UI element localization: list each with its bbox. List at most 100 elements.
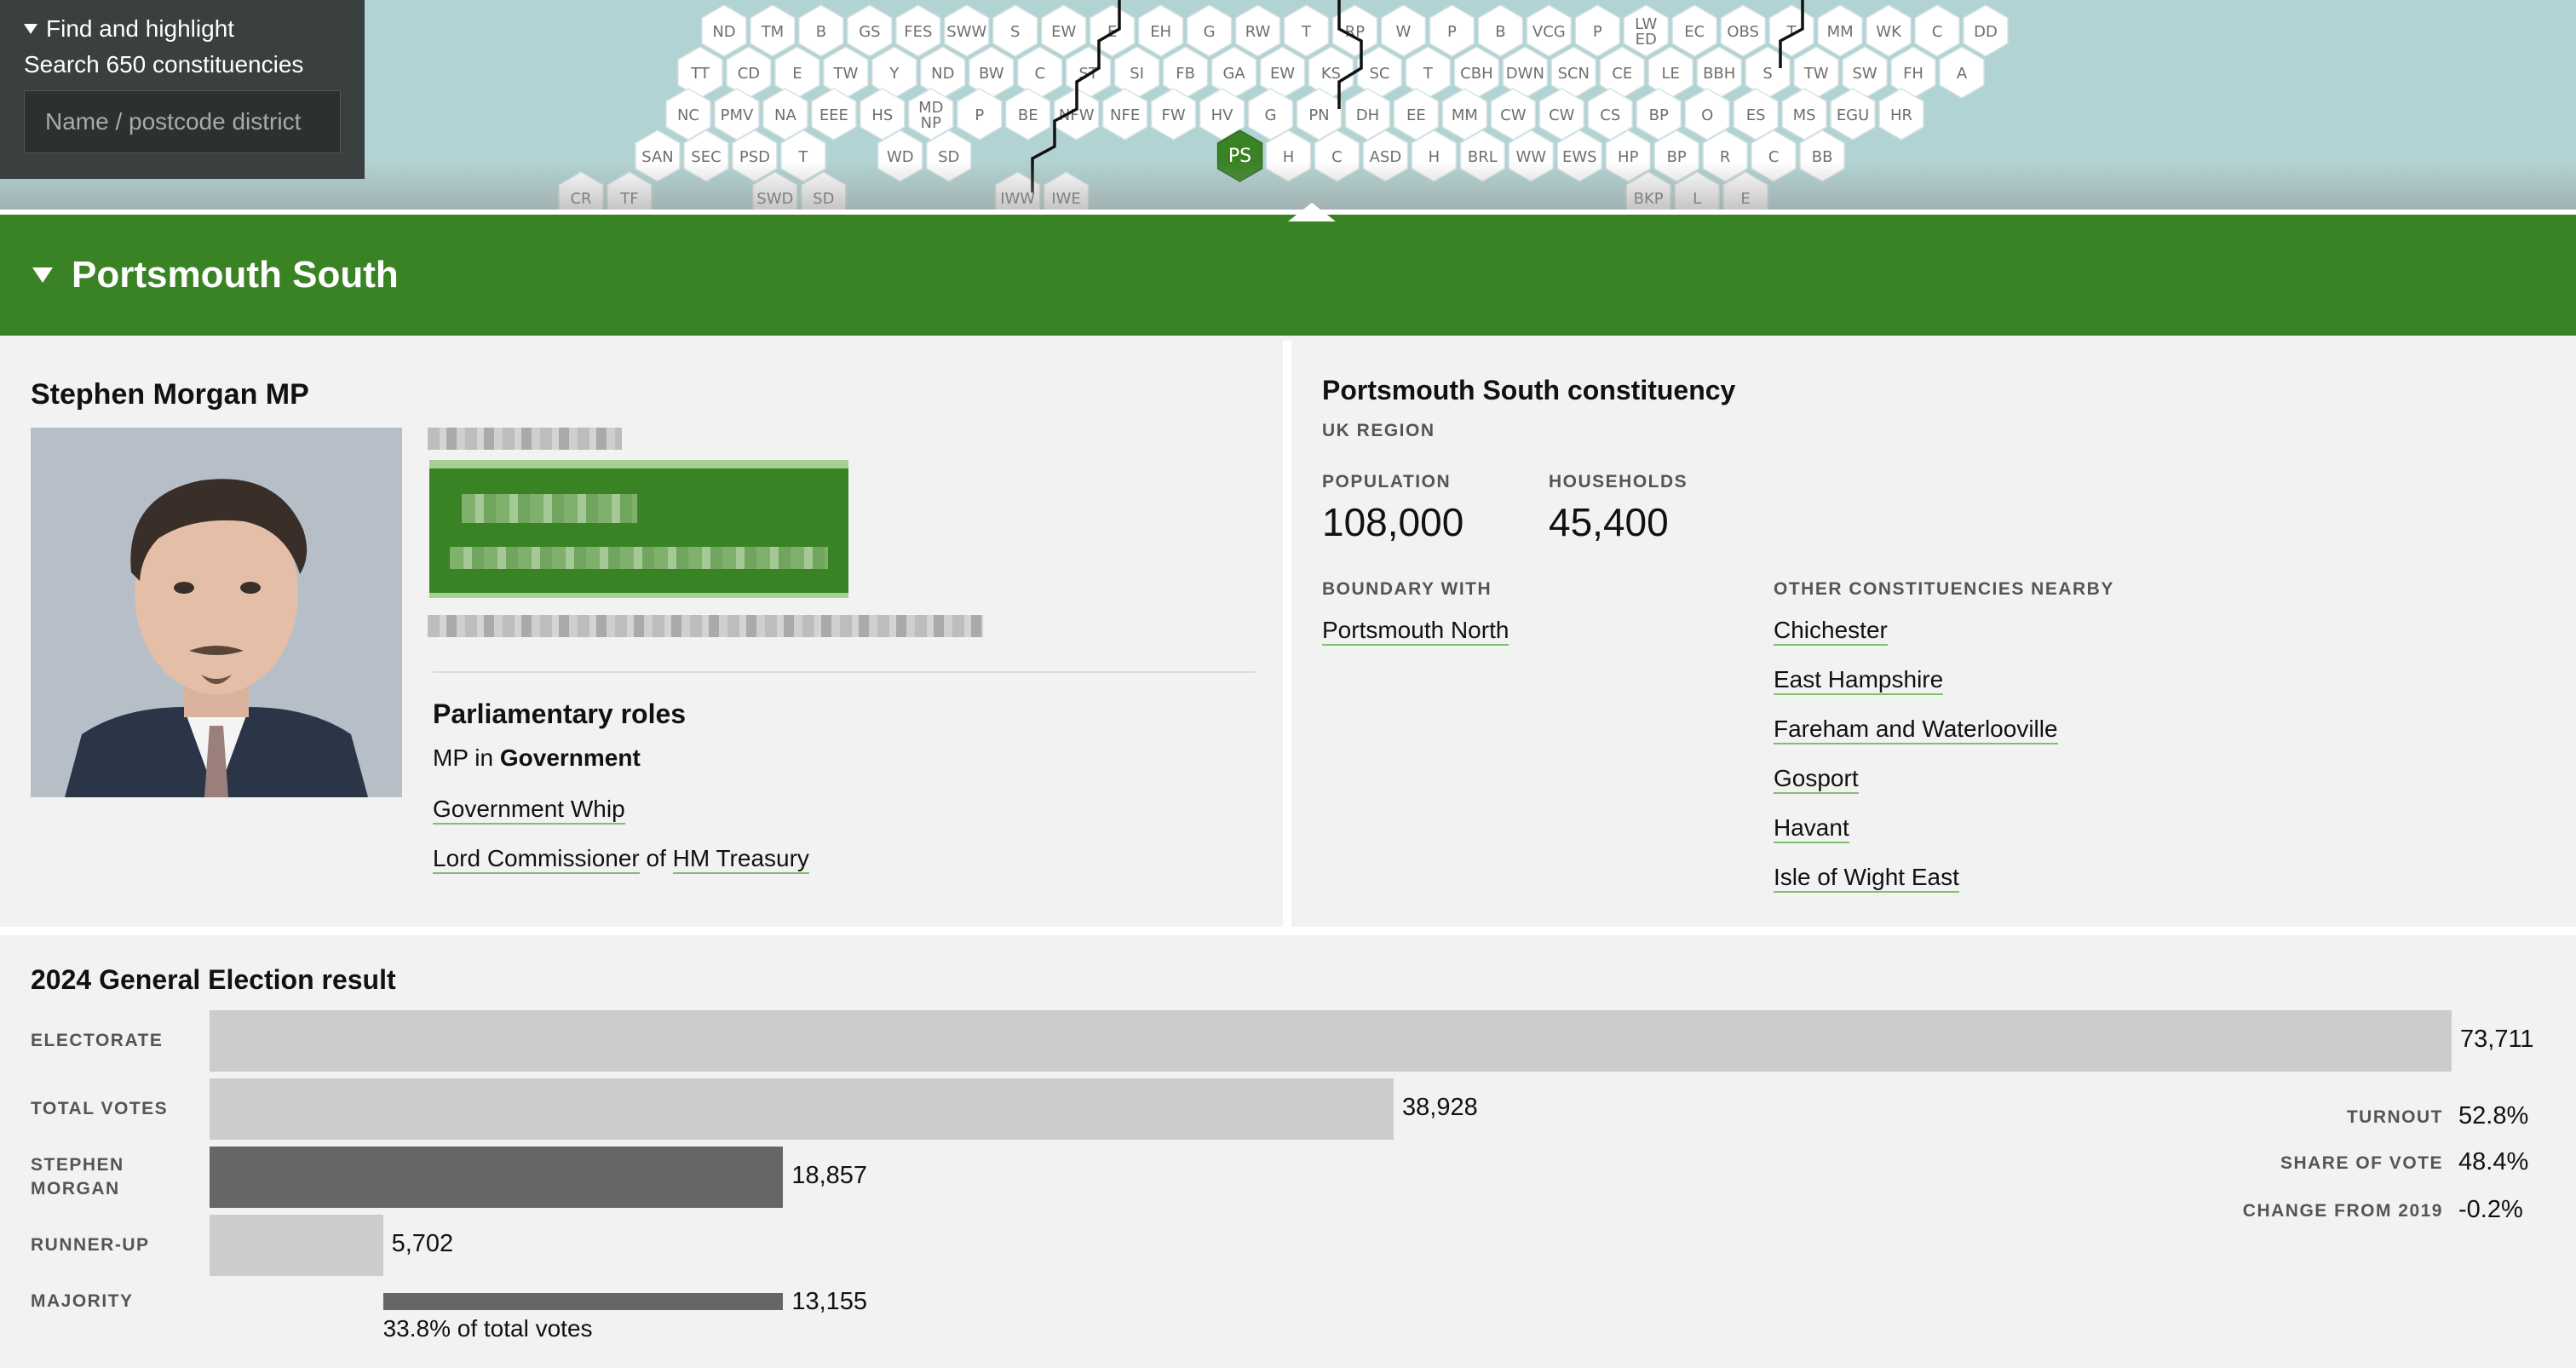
hex-constituency[interactable]: MM: [1817, 4, 1863, 57]
constituency-panel: Portsmouth South constituency UK REGION …: [1291, 341, 2576, 927]
hex-constituency[interactable]: HS: [860, 88, 906, 141]
hex-constituency[interactable]: T: [1283, 4, 1330, 57]
hex-constituency[interactable]: FES: [895, 4, 941, 57]
hex-constituency[interactable]: SWW: [944, 4, 990, 57]
nearby-item: Havant: [1774, 814, 1849, 843]
hex-constituency[interactable]: MM: [1441, 88, 1488, 141]
hex-constituency[interactable]: CW: [1490, 88, 1537, 141]
hex-constituency[interactable]: CE: [1599, 46, 1645, 99]
hex-constituency[interactable]: OBS: [1720, 4, 1766, 57]
boundary-link[interactable]: Portsmouth North: [1322, 617, 1509, 646]
hex-constituency[interactable]: P: [957, 88, 1003, 141]
hex-constituency[interactable]: EW: [1040, 4, 1087, 57]
hex-constituency[interactable]: O: [1684, 88, 1730, 141]
hex-shape: [1671, 4, 1717, 57]
hex-constituency[interactable]: RW: [1234, 4, 1281, 57]
hex-constituency[interactable]: BW: [969, 46, 1015, 99]
hex-constituency[interactable]: P: [1429, 4, 1475, 57]
hex-constituency[interactable]: T: [1768, 4, 1814, 57]
nearby-link-fareham[interactable]: Fareham and Waterlooville: [1774, 716, 2058, 744]
hex-constituency[interactable]: CW: [1538, 88, 1585, 141]
hex-constituency[interactable]: W: [1380, 4, 1427, 57]
total-votes-label: TOTAL VOTES: [31, 1099, 169, 1118]
hex-constituency[interactable]: FW: [1150, 88, 1197, 141]
hex-constituency[interactable]: A: [1939, 46, 1985, 99]
hex-constituency[interactable]: PN: [1296, 88, 1343, 141]
hex-constituency[interactable]: G: [1186, 4, 1233, 57]
hex-label: BP: [1667, 148, 1687, 166]
hex-constituency[interactable]: CS: [1587, 88, 1633, 141]
hex-constituency[interactable]: TM: [750, 4, 796, 57]
hex-label: KS: [1321, 65, 1341, 83]
hex-shape: [1939, 46, 1985, 99]
hex-label: BW: [979, 65, 1004, 83]
hex-constituency[interactable]: DD: [1963, 4, 2009, 57]
hm-treasury-link[interactable]: HM Treasury: [672, 845, 809, 874]
hex-constituency[interactable]: DH: [1344, 88, 1391, 141]
nearby-link-isle-of-wight-east[interactable]: Isle of Wight East: [1774, 864, 1959, 893]
find-highlight-toggle[interactable]: Find and highlight: [24, 15, 341, 43]
nearby-link-chichester[interactable]: Chichester: [1774, 617, 1888, 646]
hex-shape: [1490, 88, 1537, 141]
hex-shape: [1441, 88, 1488, 141]
collapse-caret-icon[interactable]: [32, 267, 53, 283]
hex-constituency[interactable]: B: [798, 4, 844, 57]
hex-constituency[interactable]: ND: [920, 46, 966, 99]
hex-constituency[interactable]: EW: [1259, 46, 1306, 99]
hex-label: DH: [1356, 106, 1379, 124]
lord-commissioner-link[interactable]: Lord Commissioner: [433, 845, 640, 874]
hex-constituency[interactable]: EH: [1137, 4, 1184, 57]
hex-constituency[interactable]: BP: [1636, 88, 1682, 141]
nearby-link-gosport[interactable]: Gosport: [1774, 765, 1859, 794]
hex-constituency[interactable]: C: [1914, 4, 1960, 57]
hex-constituency[interactable]: DWN: [1502, 46, 1549, 99]
hex-constituency[interactable]: NFW: [1053, 88, 1100, 141]
hex-constituency[interactable]: EE: [1393, 88, 1440, 141]
hex-constituency[interactable]: EGU: [1830, 88, 1876, 141]
hex-constituency[interactable]: T: [1405, 46, 1452, 99]
hex-constituency[interactable]: B: [1477, 4, 1524, 57]
hex-constituency[interactable]: CBH: [1453, 46, 1500, 99]
constituency-hex-map[interactable]: ND TM B GS FES SWW S EW E EH G RW T RP W P B VCG P LW ED EC OB…: [0, 0, 2576, 210]
hex-constituency[interactable]: EEE: [811, 88, 857, 141]
hex-constituency[interactable]: PMV: [714, 88, 760, 141]
hex-constituency[interactable]: GS: [847, 4, 893, 57]
hex-constituency[interactable]: HR: [1878, 88, 1924, 141]
hex-constituency[interactable]: HV: [1199, 88, 1245, 141]
hex-constituency[interactable]: NC: [665, 88, 711, 141]
hex-constituency[interactable]: GA: [1210, 46, 1257, 99]
hex-constituency[interactable]: WK: [1866, 4, 1912, 57]
hex-constituency[interactable]: BE: [1004, 88, 1051, 141]
hex-shape: [992, 4, 1038, 57]
hex-constituency[interactable]: MS: [1781, 88, 1827, 141]
hex-constituency[interactable]: NA: [762, 88, 808, 141]
hex-constituency[interactable]: TT: [677, 46, 723, 99]
portrait-illustration: [31, 428, 402, 797]
hex-label: GS: [859, 23, 880, 41]
hex-constituency[interactable]: C: [1016, 46, 1063, 99]
government-whip-link[interactable]: Government Whip: [433, 796, 625, 825]
hex-constituency[interactable]: E: [1089, 4, 1136, 57]
nearby-link-east-hampshire[interactable]: East Hampshire: [1774, 666, 1944, 695]
hex-shape: [798, 4, 844, 57]
hex-constituency[interactable]: LE: [1647, 46, 1693, 99]
hex-constituency[interactable]: TW: [823, 46, 869, 99]
hex-constituency[interactable]: FH: [1890, 46, 1936, 99]
hex-constituency[interactable]: S: [992, 4, 1038, 57]
hex-constituency[interactable]: ES: [1733, 88, 1779, 141]
hex-constituency[interactable]: G: [1247, 88, 1294, 141]
constituency-header[interactable]: Portsmouth South: [0, 203, 2576, 336]
hex-constituency[interactable]: VCG: [1526, 4, 1573, 57]
hex-constituency[interactable]: EC: [1671, 4, 1717, 57]
hex-constituency[interactable]: P: [1574, 4, 1621, 57]
hex-shape: [944, 4, 990, 57]
hex-constituency[interactable]: NFE: [1101, 88, 1148, 141]
constituency-search-input[interactable]: [24, 90, 341, 153]
turnout-value: 52.8%: [2458, 1102, 2529, 1129]
hex-constituency[interactable]: TW: [1793, 46, 1839, 99]
hex-constituency[interactable]: SC: [1356, 46, 1403, 99]
nearby-link-havant[interactable]: Havant: [1774, 814, 1849, 843]
hex-constituency[interactable]: ND: [701, 4, 747, 57]
